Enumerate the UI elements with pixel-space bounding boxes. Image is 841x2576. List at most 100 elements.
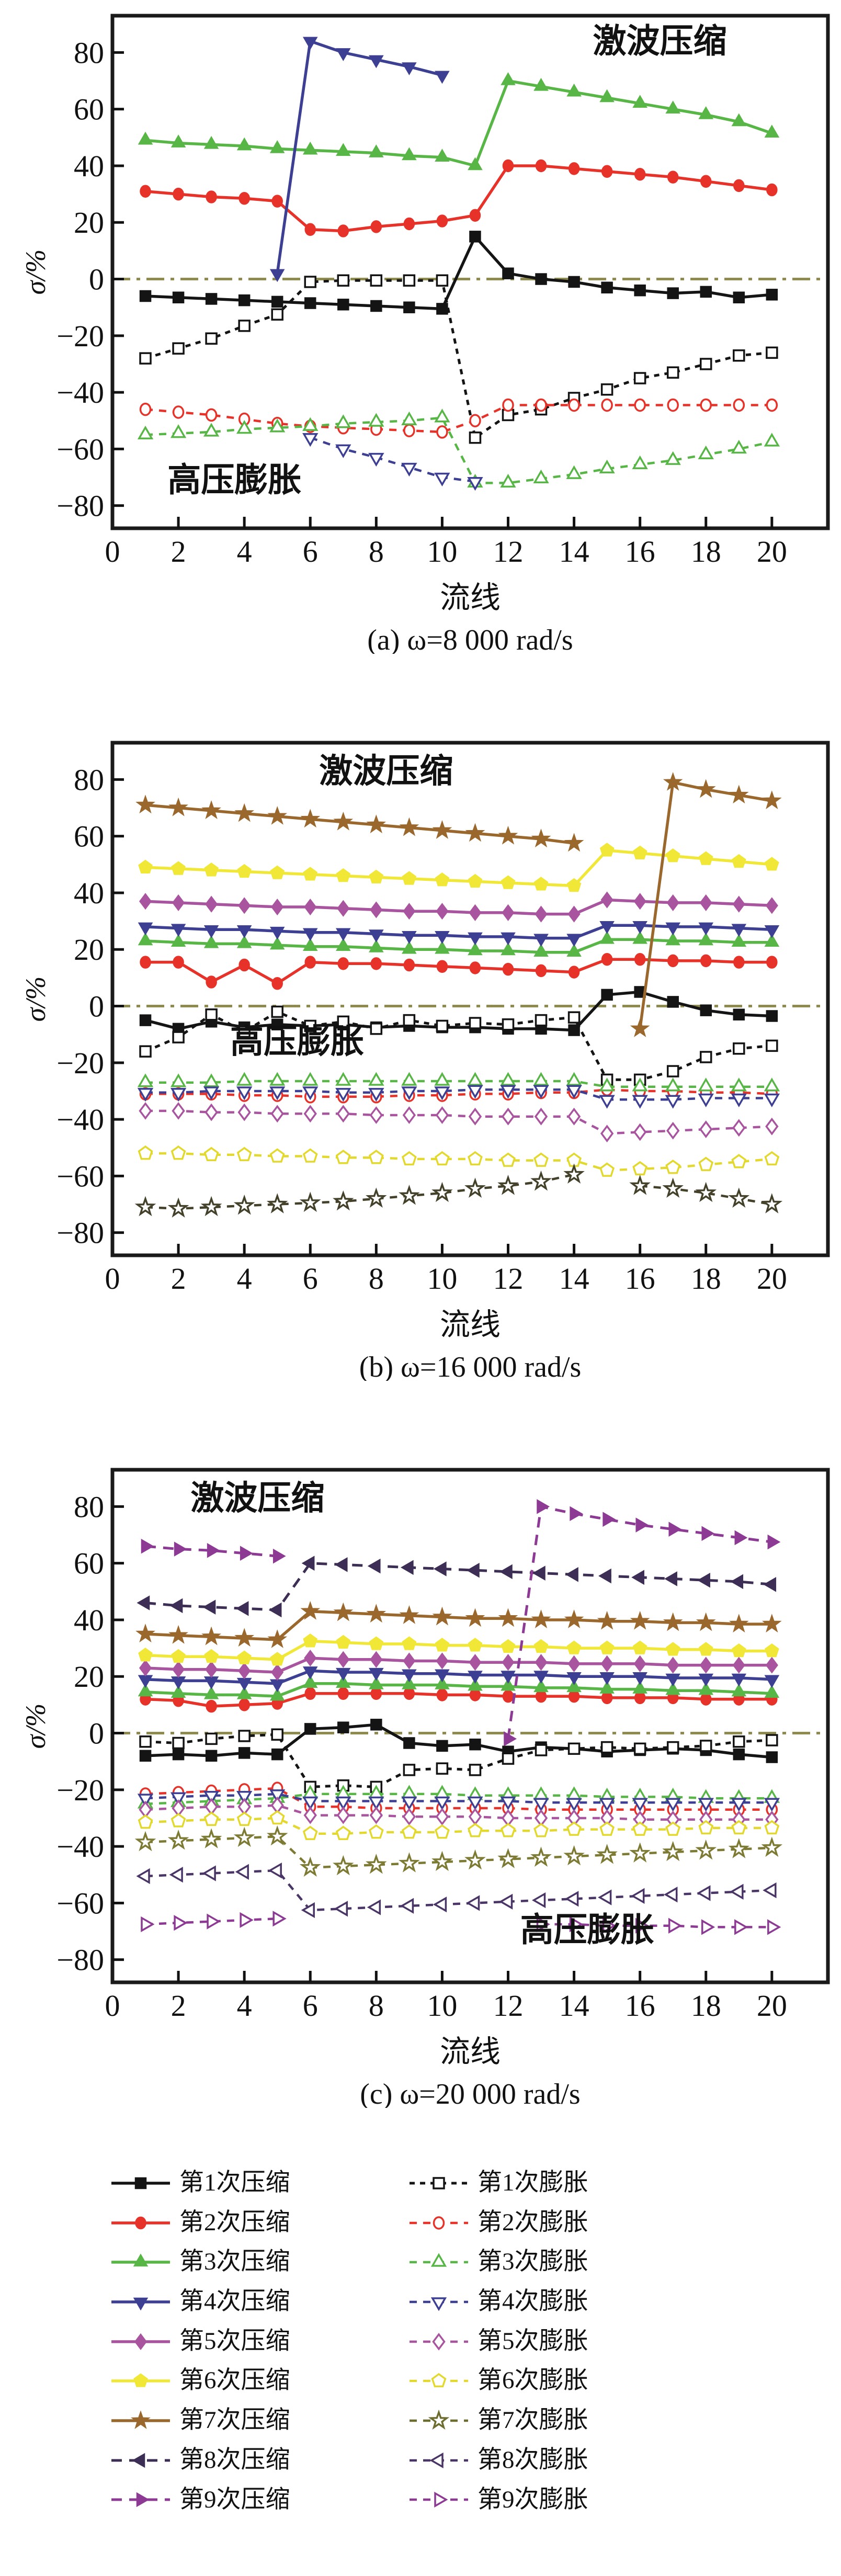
x-tick-label: 4: [237, 1989, 252, 2023]
x-tick-label: 14: [559, 1989, 589, 2023]
legend-marker-compression-2: [111, 2216, 170, 2229]
x-axis-label: 流线: [440, 1308, 501, 1342]
legend-item-compression-9: 第9次压缩: [109, 2486, 407, 2514]
chart-b-block: 0 2 4 6 8 10 12 14 16 18 20 −80 −60 −40 −20 0 20 40 60 80 流线…: [0, 727, 841, 1381]
x-tick-label: 16: [625, 535, 655, 569]
series-第6次压缩: [138, 843, 779, 892]
x-tick-label: 12: [493, 1989, 523, 2023]
legend-marker-expansion-8: [410, 2452, 468, 2468]
y-tick-label: 60: [74, 820, 104, 854]
legend-label-expansion-1: 第1次膨胀: [478, 2169, 588, 2196]
series-第1次压缩: [139, 1719, 778, 1763]
chart-caption: (c) ω=20 000 rad/s: [360, 2078, 580, 2108]
legend-label-compression-6: 第6次压缩: [179, 2367, 290, 2395]
y-tick-label: −20: [56, 319, 104, 353]
x-tick-label: 12: [493, 1262, 523, 1296]
legend-marker-compression-6: [111, 2373, 170, 2388]
y-tick-label: 60: [74, 93, 104, 127]
legend-item-compression-1: 第1次压缩: [109, 2169, 407, 2197]
legend-item-expansion-2: 第2次膨胀: [407, 2209, 732, 2237]
series-第9次膨胀: [141, 1911, 781, 1935]
series-第6次膨胀: [138, 1810, 780, 1841]
legend-item-compression-4: 第4次压缩: [109, 2288, 407, 2316]
series-第1次膨胀: [139, 274, 778, 444]
y-tick-label: −20: [56, 1773, 104, 1807]
series-第4次膨胀: [137, 1789, 780, 1812]
legend-label-compression-5: 第5次压缩: [179, 2327, 290, 2355]
x-tick-label: 20: [757, 1989, 787, 2023]
y-tick-label: −60: [56, 432, 104, 466]
legend-label-compression-4: 第4次压缩: [179, 2288, 290, 2316]
legend-item-expansion-1: 第1次膨胀: [407, 2169, 732, 2197]
legend-label-expansion-5: 第5次膨胀: [478, 2327, 588, 2355]
series-第7次压缩: [135, 1601, 782, 1648]
x-tick-label: 0: [105, 1262, 120, 1296]
x-tick-label: 20: [757, 1262, 787, 1296]
annotation: 高压膨胀: [230, 1023, 364, 1060]
legend-marker-expansion-1: [410, 2177, 468, 2189]
series-第8次膨胀: [136, 1862, 777, 1919]
chart-a-plot: 0 2 4 6 8 10 12 14 16 18 20 −80 −60 −40 −20 0 20 40 60 80 流线…: [20, 14, 830, 654]
y-tick-label: 80: [74, 1490, 104, 1524]
series-第4次压缩: [269, 37, 450, 282]
y-tick-label: 40: [74, 1603, 104, 1637]
x-tick-label: 18: [691, 535, 721, 569]
legend: 第1次压缩 第1次膨胀 第2次压缩 第2次膨胀 第3次压缩 第3次膨胀 第4次压缩 第4次膨胀…: [109, 2169, 732, 2514]
legend-label-compression-7: 第7次压缩: [179, 2407, 290, 2434]
x-tick-label: 10: [427, 535, 457, 569]
chart-c-plot: 0 2 4 6 8 10 12 14 16 18 20 −80 −60 −40 −20 0 20 40 60 80 流线…: [20, 1468, 830, 2108]
x-tick-label: 2: [171, 535, 186, 569]
series-第3次膨胀: [137, 408, 780, 488]
legend-marker-expansion-9: [410, 2492, 468, 2508]
x-tick-label: 6: [303, 1262, 318, 1296]
y-tick-label: −40: [56, 376, 104, 410]
series-第7次膨胀: [134, 1163, 783, 1218]
plot-frame: [110, 1468, 830, 1984]
x-tick-label: 4: [237, 1262, 252, 1296]
legend-item-expansion-3: 第3次膨胀: [407, 2249, 732, 2276]
legend-label-compression-3: 第3次压缩: [179, 2248, 290, 2276]
x-axis-label: 流线: [440, 581, 501, 615]
legend-label-expansion-6: 第6次膨胀: [478, 2367, 588, 2395]
legend-marker-compression-5: [111, 2333, 170, 2350]
y-axis-label: σ/%: [20, 977, 51, 1022]
chart-caption: (a) ω=8 000 rad/s: [367, 624, 573, 654]
y-tick-label: 40: [74, 876, 104, 910]
series-第3次压缩: [138, 72, 780, 171]
legend-label-expansion-7: 第7次膨胀: [478, 2407, 588, 2434]
legend-label-expansion-9: 第9次膨胀: [478, 2486, 588, 2513]
annotation: 激波压缩: [593, 22, 726, 60]
legend-label-compression-1: 第1次压缩: [179, 2169, 290, 2196]
series-第2次压缩: [140, 952, 778, 990]
y-tick-label: 20: [74, 206, 104, 240]
legend-label-expansion-2: 第2次膨胀: [478, 2208, 588, 2236]
series-第4次压缩: [138, 921, 780, 947]
y-tick-label: 60: [74, 1547, 104, 1581]
y-tick-label: −60: [56, 1159, 104, 1193]
annotation: 高压膨胀: [520, 1911, 654, 1948]
legend-marker-compression-3: [111, 2253, 170, 2267]
legend-item-compression-5: 第5次压缩: [109, 2328, 407, 2355]
chart-c-block: 0 2 4 6 8 10 12 14 16 18 20 −80 −60 −40 −20 0 20 40 60 80 流线…: [0, 1454, 841, 2108]
x-tick-label: 10: [427, 1262, 457, 1296]
x-tick-label: 18: [691, 1262, 721, 1296]
legend-item-compression-8: 第8次压缩: [109, 2446, 407, 2474]
legend-item-compression-2: 第2次压缩: [109, 2209, 407, 2237]
legend-marker-expansion-4: [410, 2297, 468, 2311]
series-第9次压缩: [141, 1499, 781, 1746]
x-axis-label: 流线: [440, 2035, 501, 2069]
series-第7次膨胀: [134, 1825, 783, 1877]
legend-label-compression-2: 第2次压缩: [179, 2208, 290, 2236]
x-tick-label: 8: [369, 535, 384, 569]
legend-grid: 第1次压缩 第1次膨胀 第2次压缩 第2次膨胀 第3次压缩 第3次膨胀 第4次压缩 第4次膨胀…: [109, 2169, 732, 2514]
x-tick-label: 6: [303, 1989, 318, 2023]
legend-item-expansion-6: 第6次膨胀: [407, 2367, 732, 2395]
legend-label-compression-8: 第8次压缩: [179, 2446, 290, 2473]
series-第5次压缩: [139, 1649, 778, 1681]
y-tick-label: −80: [56, 1943, 104, 1977]
y-tick-label: −40: [56, 1103, 104, 1137]
series-第3次膨胀: [137, 1072, 780, 1092]
x-tick-label: 12: [493, 535, 523, 569]
annotation: 激波压缩: [319, 753, 453, 790]
x-tick-label: 6: [303, 535, 318, 569]
